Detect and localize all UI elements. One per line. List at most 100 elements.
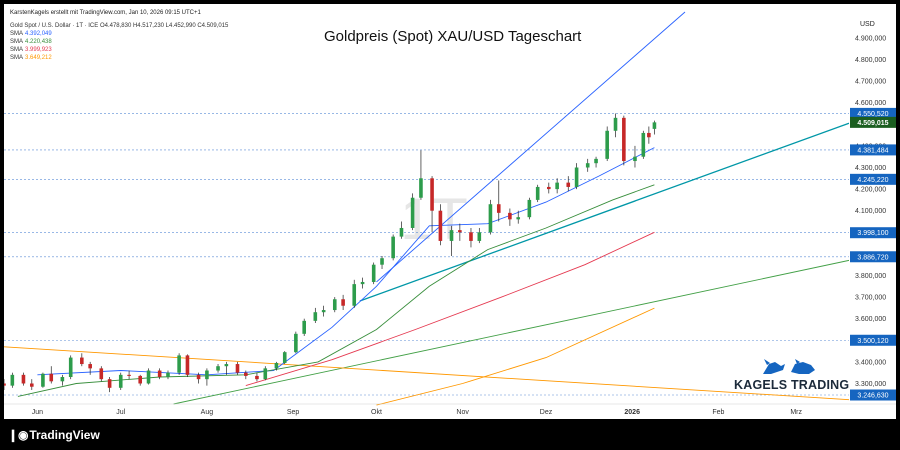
candle-body-down — [107, 379, 112, 388]
y-tick-label: 4.800,000 — [855, 57, 886, 64]
candle-body-up — [205, 370, 209, 380]
symbol-name: Gold Spot / U.S. Dollar · 1T · ICE — [10, 23, 99, 29]
price-label-text: 3.246,630 — [857, 393, 888, 400]
chart-panel[interactable]: 1T 4.900,000 4.800,000 4.700,000 4.600,000 4… — [4, 4, 896, 419]
candle — [118, 372, 123, 390]
x-tick-label: Dez — [540, 409, 553, 416]
candle — [605, 126, 609, 162]
candle — [29, 379, 34, 390]
trendline-orange — [4, 346, 850, 401]
candle-body-down — [49, 373, 54, 382]
candle-body-down — [430, 178, 434, 211]
candle-body-down — [138, 375, 143, 384]
price-labels: 4.550,520 4.509,015 4.381,484 4.245,220 3.99… — [850, 107, 896, 401]
price-label-box — [850, 173, 896, 185]
candle-body-down — [496, 204, 501, 213]
x-tick-label: Jun — [32, 409, 43, 416]
candle-body-up — [641, 132, 646, 157]
y-tick-label: 4.100,000 — [855, 208, 886, 215]
candle-body-down — [438, 210, 443, 241]
candle — [99, 366, 104, 382]
candle-body-up — [146, 370, 151, 384]
x-tick-label: Sep — [287, 409, 300, 416]
candle — [263, 366, 268, 381]
candle-body-up — [332, 299, 337, 311]
legend-sma-3[interactable]: SMA 3.999,923 — [10, 46, 228, 54]
y-tick-label: 4.900,000 — [855, 35, 886, 42]
candle-body-up — [282, 352, 287, 363]
candle — [127, 370, 131, 380]
legend-sma-value: 4.392,049 — [25, 31, 52, 37]
candle-body-up — [177, 355, 181, 373]
candle — [49, 366, 54, 384]
price-label-text: 3.500,120 — [857, 338, 888, 345]
footer-bar: ❙◉ TradingView — [0, 419, 900, 450]
candle-body-up — [294, 333, 298, 353]
candle-body-up — [419, 178, 423, 198]
candle — [302, 318, 306, 336]
x-tick-label: 2026 — [624, 409, 640, 416]
candle-body-down — [185, 355, 190, 375]
candle — [235, 361, 240, 375]
tradingview-logo[interactable]: ❙◉ TradingView — [8, 428, 100, 442]
tradingview-label: TradingView — [29, 428, 100, 442]
legend-sma-label: SMA — [10, 47, 24, 53]
candle — [585, 158, 590, 172]
candle — [294, 331, 298, 354]
y-tick-label: 3.300,000 — [855, 381, 886, 388]
x-tick-label: Feb — [712, 409, 724, 416]
candle — [68, 355, 73, 380]
candle — [80, 353, 84, 367]
candle — [647, 126, 651, 144]
y-tick-label: 3.800,000 — [855, 273, 886, 280]
candle — [216, 364, 220, 373]
candle-body-up — [605, 130, 609, 159]
candle — [107, 377, 112, 393]
legend-sma-1[interactable]: SMA 4.392,049 — [10, 30, 228, 38]
candle — [430, 176, 434, 233]
price-label-text: 3.998,100 — [857, 230, 888, 237]
candle-body-up — [302, 320, 306, 334]
candle-body-down — [469, 232, 473, 241]
candles[interactable] — [4, 113, 657, 393]
candle-body-up — [216, 366, 220, 371]
candle — [196, 372, 201, 384]
candle-body-up — [166, 372, 170, 378]
candle — [438, 204, 443, 246]
candle-body-up — [68, 357, 73, 378]
x-axis: Jun Jul Aug Sep Okt Nov Dez 2026 Feb Mrz — [32, 409, 803, 416]
tradingview-icon: ❙◉ — [8, 428, 29, 442]
price-label-box — [850, 144, 896, 156]
candle-body-up — [488, 204, 493, 233]
candle — [157, 368, 162, 380]
candle-body-down — [341, 299, 345, 306]
candle-body-up — [313, 312, 318, 321]
candle-body-up — [352, 284, 357, 306]
y-tick-label: 4.600,000 — [855, 100, 886, 107]
legend-sma-4[interactable]: SMA 3.649,212 — [10, 54, 228, 62]
candle-body-down — [99, 368, 104, 380]
sma-line-2 — [17, 184, 655, 397]
candle-body-up — [391, 236, 395, 259]
candle — [419, 150, 423, 200]
candle — [547, 182, 551, 194]
candle-body-up — [118, 374, 123, 388]
price-label-box — [850, 227, 896, 239]
x-tick-label: Aug — [201, 409, 214, 416]
chart-title: Goldpreis (Spot) XAU/USD Tageschart — [324, 28, 582, 45]
trendline-blue — [376, 11, 686, 283]
legend-sma-2[interactable]: SMA 4.220,438 — [10, 38, 228, 46]
legend-sma-value: 3.649,212 — [25, 55, 52, 61]
candle-body-down — [4, 383, 6, 386]
candle — [496, 180, 501, 222]
symbol-line[interactable]: Gold Spot / U.S. Dollar · 1T · ICE O4.47… — [10, 22, 228, 30]
candle — [641, 130, 646, 159]
candle-body-up — [527, 199, 532, 218]
price-label-box — [850, 251, 896, 263]
sma-line-3 — [245, 231, 655, 387]
candle — [622, 115, 626, 166]
candle-body-up — [274, 362, 279, 369]
candle-body-down — [157, 370, 162, 378]
price-chart[interactable]: 1T 4.900,0004.800,0004.700,0004.600,0004… — [4, 4, 896, 419]
